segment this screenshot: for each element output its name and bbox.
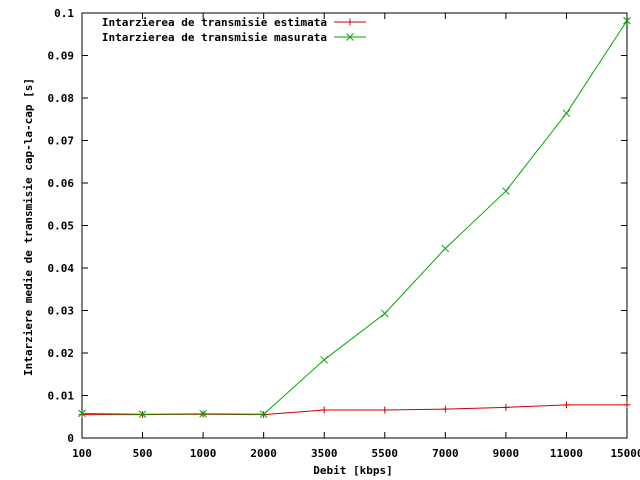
x-tick-label: 9000 [493,447,520,460]
data-point-1 [381,406,389,414]
data-point-2 [623,16,631,25]
data-point-2 [78,409,86,418]
data-point-2 [380,309,389,318]
y-tick-label: 0.1 [54,7,74,20]
x-axis: 100 500 1000 2000 3500 5500 7000 9000 11000 15000 [72,13,640,460]
series-line-2 [81,20,628,415]
x-tick-label: 11000 [550,447,583,460]
y-tick-label: 0.06 [48,177,75,190]
data-point-2 [259,410,268,419]
data-point-1 [78,411,86,419]
y-tick-label: 0.03 [48,305,75,318]
y-tick-label: 0.02 [48,347,75,360]
legend-marker [346,33,354,41]
series-line-1 [82,404,627,416]
x-tick-label: 500 [133,447,153,460]
legend-label: Intarzierea de transmisie masurata [102,31,327,44]
data-point-2 [199,409,207,418]
data-point-1 [502,403,510,411]
legend-marker [346,18,354,26]
data-point-2 [320,355,329,364]
y-axis: 0 0.01 0.02 0.03 0.04 0.05 0.06 0.07 0.08 0.09 0.1 [48,7,627,445]
y-axis-label: Intarziere medie de transmisie cap-la-ca… [22,78,35,376]
series-group [78,16,631,419]
legend: Intarzierea de transmisie estimata Intarz… [102,16,366,44]
data-point-2 [502,187,510,195]
x-tick-label: 3500 [311,447,338,460]
plot-frame [81,12,628,439]
data-point-2 [138,410,147,419]
y-tick-label: 0.09 [48,50,75,63]
x-tick-label: 1000 [190,447,217,460]
x-tick-label: 100 [72,447,92,460]
legend-label: Intarzierea de transmisie estimata [102,16,327,29]
plot-border [81,12,628,439]
y-tick-label: 0.07 [48,135,75,148]
x-tick-label: 5500 [372,447,399,460]
data-point-2 [441,244,450,253]
data-point-2 [562,109,571,118]
y-tick-label: 0.04 [48,262,75,275]
x-tick-label: 15000 [610,447,640,460]
data-point-1 [623,401,631,409]
data-point-1 [441,405,449,413]
data-point-1 [320,406,328,414]
y-tick-label: 0 [67,432,74,445]
x-tick-label: 7000 [432,447,459,460]
x-tick-label: 2000 [250,447,277,460]
x-axis-label: Debit [kbps] [313,464,392,477]
y-tick-label: 0.01 [48,390,75,403]
y-tick-label: 0.05 [48,220,75,233]
y-tick-label: 0.08 [48,92,75,105]
data-point-1 [562,401,570,409]
